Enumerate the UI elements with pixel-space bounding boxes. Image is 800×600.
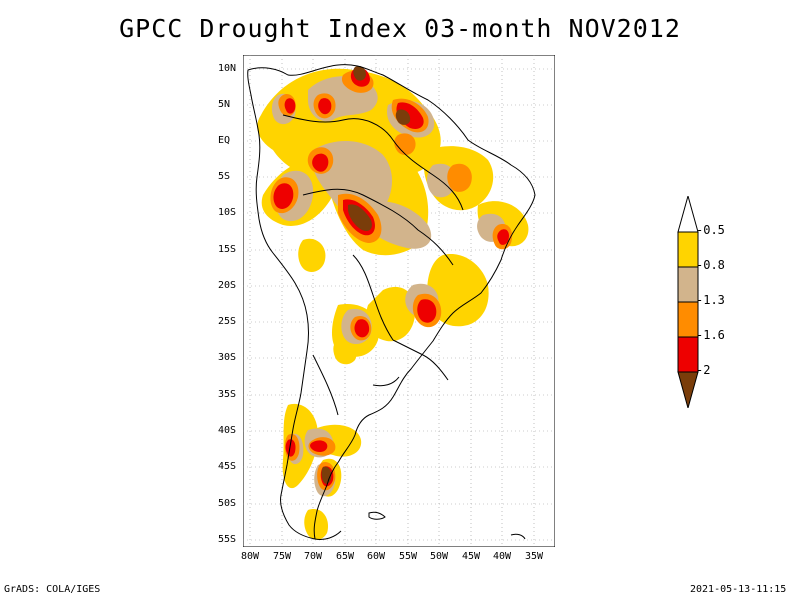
colorbar-label-minus-1-6: -1.6 [696,328,725,342]
falkland-islands [368,511,386,520]
lat-label-35s: 35S [218,389,237,400]
colorbar-label-minus-0-5: -0.5 [696,223,725,237]
colorbar-swatch-above [677,196,699,233]
colorbar-swatch-below [677,371,699,408]
lon-label-70w: 70W [303,551,323,562]
colorbar-swatch-red [677,336,699,373]
footer-credit: GrADS: COLA/IGES [4,584,101,595]
lon-label-65w: 65W [335,551,355,562]
lat-label-55s: 55S [218,534,237,545]
lat-label-20s: 20S [218,280,237,291]
lon-label-50w: 50W [429,551,449,562]
coastlines [247,64,536,540]
footer-timestamp: 2021-05-13-11:15 [690,584,787,595]
lat-label-45s: 45S [218,461,237,472]
lon-label-35w: 35W [524,551,544,562]
lat-label-5s: 5S [218,171,231,182]
lat-label-30s: 30S [218,352,237,363]
lat-label-15s: 15S [218,244,237,255]
colorbar-label-minus-2: -2 [696,363,711,377]
south-georgia-island [510,533,526,540]
lon-label-45w: 45W [461,551,481,562]
colorbar [677,196,699,408]
colorbar-swatch-tan [677,266,699,303]
lat-label-10n: 10N [218,63,237,74]
colorbar-label-minus-1-3: -1.3 [696,293,725,307]
lon-label-60w: 60W [366,551,386,562]
lon-label-80w: 80W [240,551,260,562]
lat-label-5n: 5N [218,99,231,110]
colorbar-swatch-orange [677,301,699,338]
lat-label-10s: 10S [218,207,237,218]
lat-label-40s: 40S [218,425,237,436]
lon-label-75w: 75W [272,551,292,562]
map-title: GPCC Drought Index 03-month NOV2012 [119,14,681,43]
lon-label-55w: 55W [398,551,418,562]
colorbar-swatch-yellow [677,231,699,268]
lat-label-eq: EQ [218,135,231,146]
colorbar-label-minus-0-8: -0.8 [696,258,725,272]
lon-label-40w: 40W [492,551,512,562]
map-panel [243,55,555,547]
lat-label-25s: 25S [218,316,237,327]
lat-label-50s: 50S [218,498,237,509]
